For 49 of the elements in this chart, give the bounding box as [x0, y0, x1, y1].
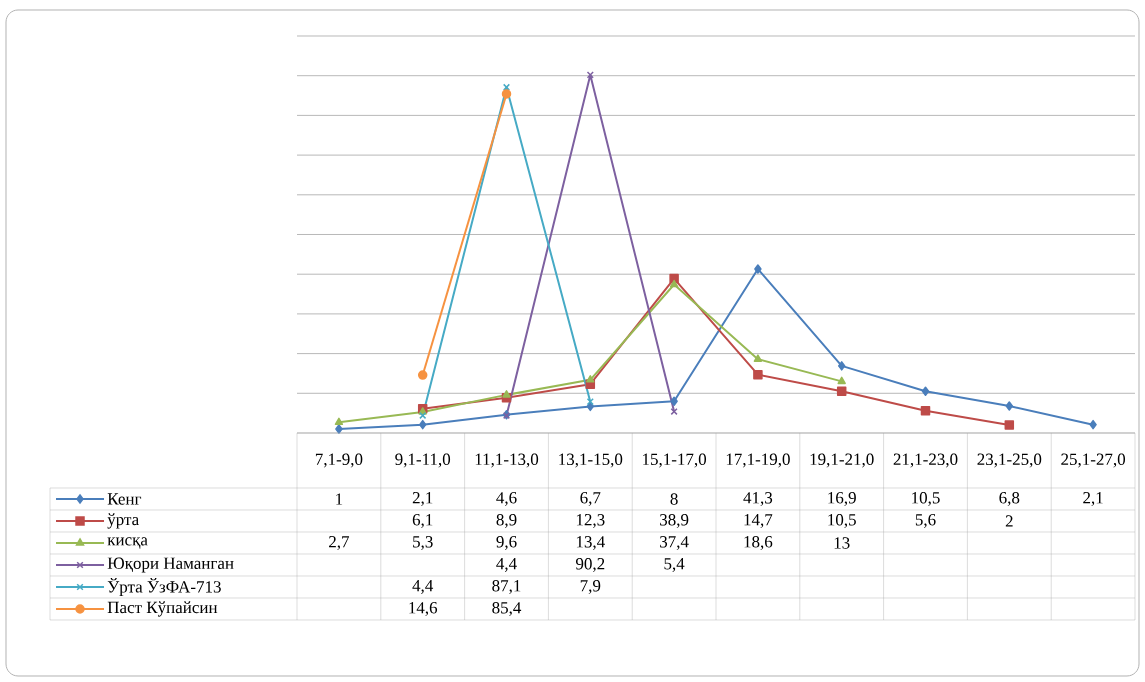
- data-label: 6,8: [999, 492, 1020, 506]
- data-label: 37,4: [660, 536, 689, 550]
- x-tick-label: 19,1-21,0: [810, 453, 874, 468]
- legend-label: Юқори Наманган: [107, 557, 234, 573]
- data-label: 87,1: [492, 580, 521, 594]
- data-label: 90,2: [575, 558, 605, 572]
- data-label: 8: [670, 493, 678, 505]
- data-label: 1: [336, 493, 343, 505]
- data-label: 5,3: [413, 536, 433, 550]
- data-label: 6,1: [412, 514, 433, 528]
- data-label: 4,4: [412, 580, 434, 594]
- x-tick-label: 21,1-23,0: [893, 453, 958, 468]
- data-label: 7,9: [580, 580, 601, 594]
- legend-label: ўрта: [107, 513, 139, 529]
- data-label: 2,7: [329, 536, 350, 550]
- data-label: 13,4: [576, 536, 605, 550]
- legend-label: Кенг: [107, 493, 142, 505]
- data-label: 10,5: [912, 492, 940, 506]
- x-tick-label: 7,1-9,0: [315, 453, 363, 468]
- data-label: 16,9: [828, 492, 856, 506]
- x-tick-label: 17,1-19,0: [726, 453, 790, 468]
- data-label: 13: [834, 537, 850, 549]
- x-tick-label: 9,1-11,0: [395, 453, 451, 468]
- data-label: 38,9: [660, 514, 689, 528]
- legend-label: Ўрта ЎзФА-713: [107, 577, 221, 597]
- data-label: 4,4: [496, 558, 517, 572]
- data-label: 9,6: [496, 536, 517, 550]
- data-label: 6,7: [580, 492, 601, 506]
- data-label: 8,9: [496, 514, 517, 528]
- x-tick-label: 23,1-25,0: [977, 453, 1042, 468]
- data-label: 5,6: [915, 514, 936, 528]
- data-label: 2: [1005, 515, 1013, 527]
- data-label: 4,6: [496, 492, 517, 506]
- data-label: 14,7: [744, 514, 773, 528]
- data-label: 5,4: [664, 558, 685, 572]
- data-label: 12,3: [576, 514, 605, 528]
- x-tick-label: 25,1-27,0: [1061, 453, 1126, 468]
- data-label: 2,1: [1083, 492, 1103, 506]
- data-label: 2,1: [412, 492, 433, 506]
- legend-label: Паст Кўпайсин: [107, 601, 218, 617]
- data-label: 85,4: [492, 602, 522, 616]
- data-label: 10,5: [828, 514, 856, 528]
- legend-label: кисқа: [107, 537, 148, 549]
- data-label: 18,6: [744, 536, 773, 550]
- data-label: 41,3: [743, 492, 773, 506]
- x-tick-label: 15,1-17,0: [643, 453, 707, 468]
- x-tick-label: 13,1-15,0: [559, 453, 623, 468]
- data-label: 14,6: [409, 602, 438, 616]
- x-tick-label: 11,1-13,0: [475, 453, 539, 468]
